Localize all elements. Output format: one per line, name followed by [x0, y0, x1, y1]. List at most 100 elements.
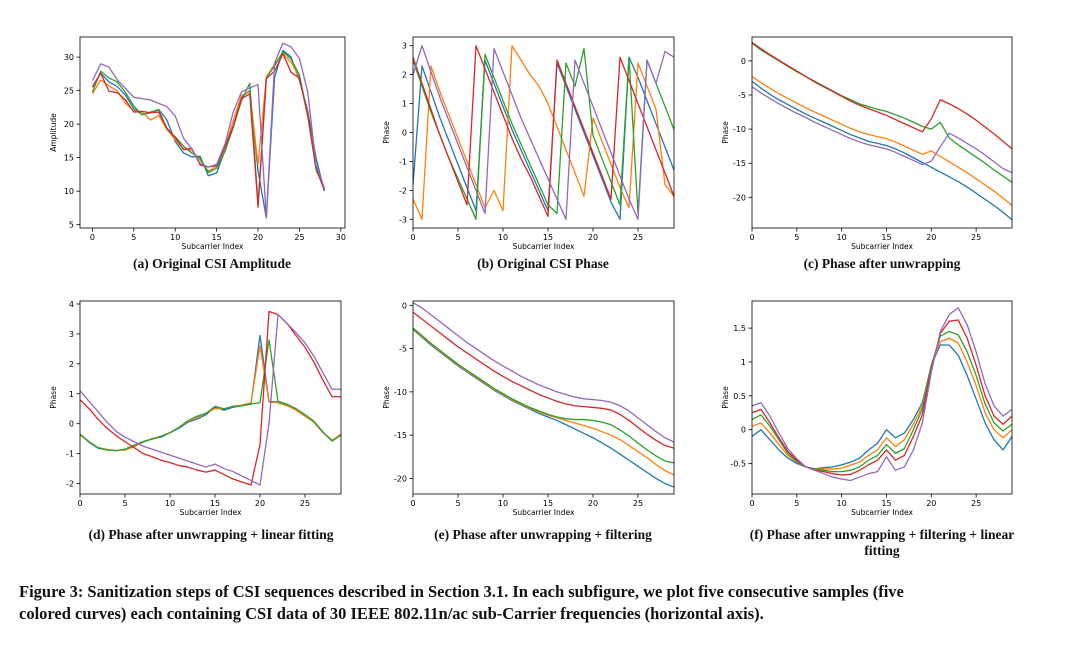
y-axis-label-f: Phase — [721, 386, 730, 409]
x-tick-label-f: 25 — [971, 499, 981, 508]
y-tick-label-a: 15 — [64, 154, 74, 163]
series-line-a-5 — [91, 42, 325, 219]
axes-frame-d — [79, 300, 342, 495]
series-line-d-4 — [80, 310, 341, 486]
y-tick-label-c: -10 — [733, 125, 746, 134]
x-tick-label-b: 25 — [633, 233, 643, 242]
series-line-e-4 — [413, 311, 674, 449]
x-tick-label-a: 5 — [131, 233, 136, 242]
y-tick-label-d: 4 — [69, 300, 74, 309]
y-tick-label-e: -15 — [394, 431, 407, 440]
y-tick-label-f: 1 — [741, 358, 746, 367]
x-axis-label-e: Subcarrier Index — [513, 508, 575, 517]
y-tick-label-f: -0.5 — [730, 460, 746, 469]
series-line-d-3 — [80, 339, 341, 452]
y-tick-label-a: 25 — [64, 87, 74, 96]
series-line-c-1 — [752, 80, 1012, 221]
y-tick-label-e: -10 — [394, 388, 407, 397]
subplot-e: 0 5 10 15 20 25 -20 -15 -10 -5 0 Subcarrier Index Ph… — [382, 300, 675, 542]
series-line-c-4 — [752, 41, 1012, 150]
subplot-caption-e: (e) Phase after unwrapping + filtering — [434, 527, 652, 542]
x-axis-label-a: Subcarrier Index — [182, 242, 244, 251]
series-line-b-5 — [413, 45, 674, 220]
y-tick-label-e: -20 — [394, 474, 407, 483]
x-tick-label-d: 5 — [122, 499, 127, 508]
axes-frame-e — [412, 300, 675, 495]
y-tick-label-d: 2 — [69, 360, 74, 369]
x-tick-label-e: 0 — [410, 499, 415, 508]
series-line-a-1 — [91, 49, 325, 219]
y-tick-label-d: 3 — [69, 330, 74, 339]
x-axis-label-d: Subcarrier Index — [180, 508, 242, 517]
x-tick-label-d: 15 — [210, 499, 220, 508]
x-tick-label-d: 20 — [255, 499, 265, 508]
y-tick-label-d: -1 — [66, 450, 74, 459]
subplot-caption-c: (c) Phase after unwrapping — [804, 256, 961, 271]
x-tick-label-c: 5 — [794, 233, 799, 242]
y-tick-label-b: -3 — [399, 215, 407, 224]
series-line-f-4 — [752, 319, 1012, 476]
series-line-d-2 — [80, 345, 341, 452]
series-line-c-5 — [752, 86, 1012, 174]
y-tick-label-d: -2 — [66, 480, 74, 489]
subplot-c: 0 5 10 15 20 25 -20 -15 -10 -5 0 Subcarrier Index Ph… — [721, 36, 1013, 271]
series-line-a-3 — [91, 51, 325, 206]
x-tick-label-a: 0 — [90, 233, 95, 242]
series-line-b-3 — [413, 47, 674, 220]
x-tick-label-c: 15 — [881, 233, 891, 242]
subplot-f: 0 5 10 15 20 25 -0.5 0 0.5 1 1.5 Subcarrier Index Ph… — [721, 300, 1015, 558]
subplot-d: 0 5 10 15 20 25 -2 -1 0 1 2 3 4 Subcarrier Index Phase… — [49, 300, 342, 542]
series-group-c — [752, 41, 1012, 221]
x-axis-label-f: Subcarrier Index — [851, 508, 913, 517]
axes-frame-f — [751, 300, 1013, 495]
x-tick-label-a: 20 — [253, 233, 263, 242]
x-tick-label-f: 10 — [837, 499, 847, 508]
y-tick-label-d: 1 — [69, 390, 74, 399]
y-tick-label-a: 30 — [64, 53, 74, 62]
series-group-d — [80, 310, 341, 486]
x-tick-label-b: 5 — [455, 233, 460, 242]
x-tick-label-a: 30 — [336, 233, 346, 242]
y-tick-label-b: 1 — [402, 100, 407, 109]
x-tick-label-c: 20 — [926, 233, 936, 242]
series-line-f-5 — [752, 307, 1012, 482]
x-axis-label-c: Subcarrier Index — [851, 242, 913, 251]
y-tick-label-f: 1.5 — [733, 324, 746, 333]
y-tick-label-a: 10 — [64, 187, 74, 196]
x-tick-label-f: 15 — [881, 499, 891, 508]
y-tick-label-e: 0 — [402, 301, 407, 310]
subplot-caption-a: (a) Original CSI Amplitude — [133, 256, 291, 271]
axes-frame-a — [79, 36, 346, 229]
series-line-b-2 — [413, 45, 674, 220]
series-line-a-4 — [91, 53, 325, 208]
x-tick-label-e: 10 — [498, 499, 508, 508]
y-tick-label-c: -5 — [738, 91, 746, 100]
x-tick-label-f: 20 — [926, 499, 936, 508]
series-line-e-3 — [413, 327, 674, 464]
subplot-b: 0 5 10 15 20 25 -3 -2 -1 0 1 2 3 Subcarrier Index Phas… — [382, 36, 675, 271]
x-tick-label-a: 25 — [294, 233, 304, 242]
series-line-b-1 — [413, 56, 674, 220]
x-tick-label-e: 20 — [588, 499, 598, 508]
y-tick-label-b: -2 — [399, 186, 407, 195]
series-line-b-4 — [413, 45, 674, 218]
subplot-a: 0 5 10 15 20 25 30 5 10 15 20 25 30 Subcarrier Index A… — [49, 36, 346, 271]
series-group-e — [413, 302, 674, 488]
x-tick-label-e: 5 — [455, 499, 460, 508]
series-line-c-3 — [752, 42, 1012, 183]
subplot-caption-f: (f) Phase after unwrapping + filtering +… — [750, 527, 1015, 558]
x-axis-label-b: Subcarrier Index — [513, 242, 575, 251]
series-line-f-1 — [752, 344, 1012, 470]
y-tick-label-a: 5 — [69, 221, 74, 230]
y-tick-label-e: -5 — [399, 345, 407, 354]
y-axis-label-a: Amplitude — [49, 113, 58, 152]
x-tick-label-a: 10 — [170, 233, 180, 242]
series-group-f — [752, 307, 1012, 482]
series-line-c-2 — [752, 76, 1012, 206]
x-tick-label-b: 0 — [410, 233, 415, 242]
y-axis-label-e: Phase — [382, 386, 391, 409]
y-tick-label-b: 3 — [402, 42, 407, 51]
x-tick-label-b: 20 — [588, 233, 598, 242]
y-tick-label-c: -20 — [733, 193, 746, 202]
